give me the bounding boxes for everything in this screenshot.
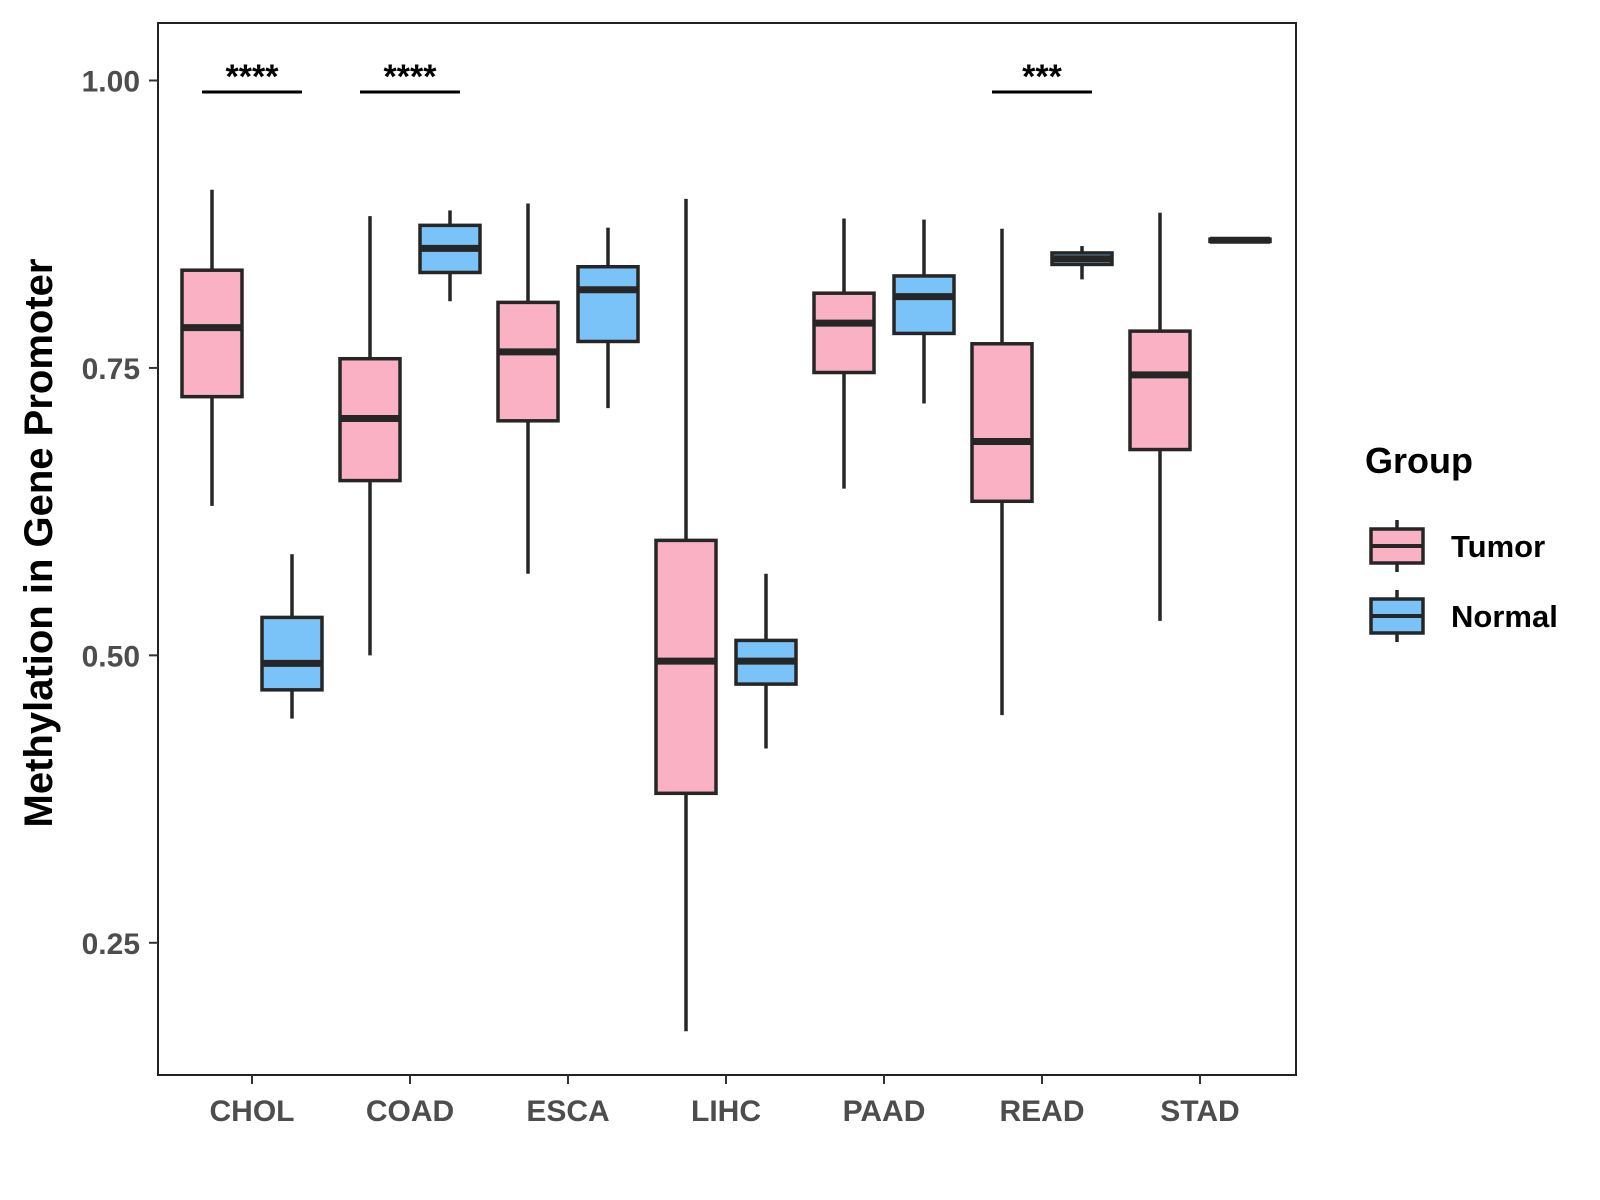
box-tumor-stad bbox=[1128, 212, 1192, 621]
box-iqr bbox=[1128, 329, 1192, 452]
box-tumor-read bbox=[970, 228, 1034, 716]
x-tick-label: COAD bbox=[366, 1095, 454, 1128]
box-iqr bbox=[892, 274, 956, 336]
y-tick-label: 0.75 bbox=[82, 353, 140, 386]
box-iqr bbox=[970, 342, 1034, 504]
box-iqr bbox=[260, 615, 324, 692]
box-normal-lihc bbox=[734, 573, 798, 749]
box-normal-stad bbox=[1208, 236, 1272, 244]
boxes-layer bbox=[180, 189, 1272, 1032]
x-tick-label: PAAD bbox=[843, 1095, 926, 1128]
x-tick-label: LIHC bbox=[691, 1095, 761, 1128]
legend-item-tumor: Tumor bbox=[1369, 520, 1545, 572]
annotations-layer: **** **** *** bbox=[202, 58, 1092, 96]
box-iqr bbox=[812, 291, 876, 375]
box-normal-esca bbox=[576, 227, 640, 409]
box-iqr bbox=[180, 268, 244, 399]
box-normal-chol bbox=[260, 554, 324, 719]
legend: Group Tumor Normal bbox=[1365, 440, 1558, 642]
legend-label: Normal bbox=[1451, 599, 1558, 634]
box-iqr bbox=[576, 264, 640, 344]
significance-label: *** bbox=[1022, 58, 1062, 96]
axes-layer: 0.25 0.50 0.75 1.00 CHOL COAD ESCA LIHC PAAD READ… bbox=[82, 65, 1240, 1128]
box-iqr bbox=[496, 300, 560, 423]
box-tumor-paad bbox=[812, 218, 876, 489]
legend-label: Tumor bbox=[1451, 529, 1545, 564]
x-tick-label: ESCA bbox=[526, 1095, 609, 1128]
y-tick-label: 0.50 bbox=[82, 640, 140, 673]
significance-label: **** bbox=[226, 58, 280, 96]
x-tick-label: READ bbox=[999, 1095, 1084, 1128]
box-tumor-chol bbox=[180, 189, 244, 506]
legend-item-normal: Normal bbox=[1369, 590, 1558, 642]
x-tick-label: CHOL bbox=[210, 1095, 295, 1128]
box-normal-paad bbox=[892, 219, 956, 404]
y-tick-label: 0.25 bbox=[82, 928, 140, 961]
box-tumor-esca bbox=[496, 203, 560, 574]
significance-label: **** bbox=[384, 58, 438, 96]
box-normal-coad bbox=[418, 210, 482, 302]
y-tick-label: 1.00 bbox=[82, 65, 140, 98]
box-iqr bbox=[654, 538, 718, 796]
box-tumor-coad bbox=[338, 216, 402, 656]
x-tick-label: STAD bbox=[1160, 1095, 1239, 1128]
box-normal-read bbox=[1050, 246, 1114, 280]
y-axis-title: Methylation in Gene Promoter bbox=[17, 259, 61, 828]
legend-title: Group bbox=[1365, 440, 1473, 481]
box-tumor-lihc bbox=[654, 198, 718, 1032]
